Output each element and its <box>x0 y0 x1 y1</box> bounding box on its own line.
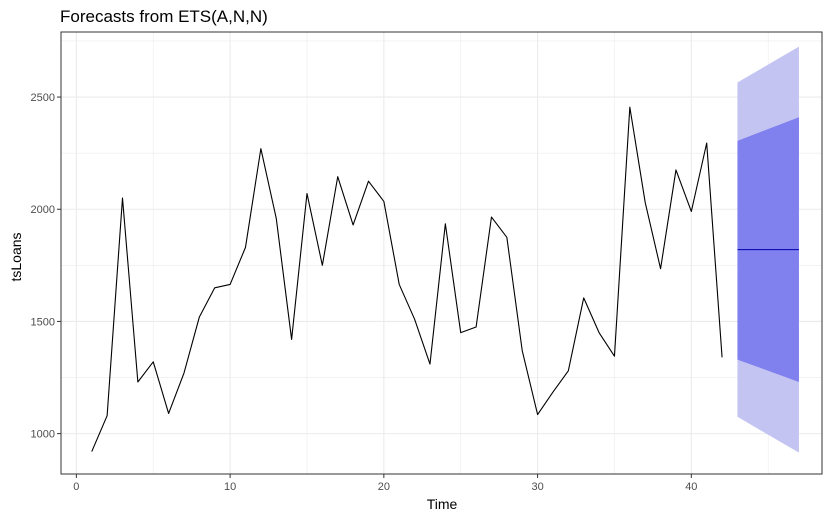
x-tick-label: 10 <box>224 481 236 493</box>
y-tick-label: 1000 <box>31 429 55 441</box>
y-axis-title: tsLoans <box>8 232 24 281</box>
x-axis-title: Time <box>427 496 458 512</box>
y-tick-label: 1500 <box>31 316 55 328</box>
history-series-line <box>91 106 723 452</box>
x-tick-label: 20 <box>378 481 390 493</box>
x-tick-label: 40 <box>685 481 697 493</box>
axis-ticks: 0 10 20 30 40 1000 1500 2000 2500 <box>31 92 698 493</box>
data-lines <box>91 106 799 452</box>
x-tick-label: 0 <box>73 481 79 493</box>
x-tick-label: 30 <box>531 481 543 493</box>
y-tick-label: 2500 <box>31 92 55 104</box>
chart-title: Forecasts from ETS(A,N,N) <box>60 7 268 26</box>
grid-lines <box>61 32 822 474</box>
panel-border <box>60 31 823 475</box>
y-tick-label: 2000 <box>31 204 55 216</box>
